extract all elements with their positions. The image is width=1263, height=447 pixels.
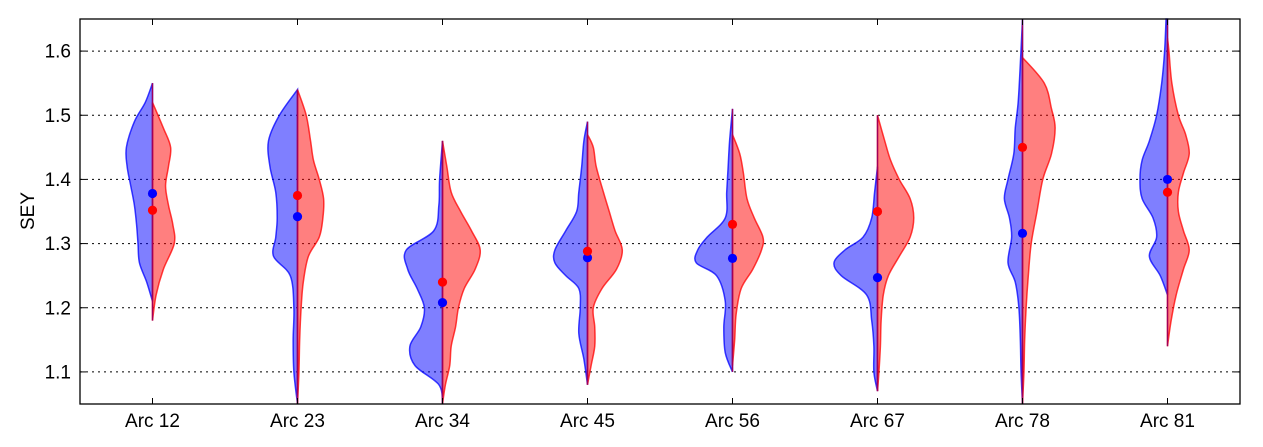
x-tick-label: Arc 67 <box>850 411 905 432</box>
median-point-left <box>872 272 883 283</box>
x-tick-label: Arc 81 <box>1140 411 1195 432</box>
violin-half-right <box>296 89 325 405</box>
median-point-right <box>872 206 883 217</box>
median-point-right <box>1017 142 1028 152</box>
median-point-right <box>582 246 593 256</box>
median-point-left <box>1017 228 1028 238</box>
median-point-right <box>727 219 738 229</box>
x-tick-label: Arc 34 <box>415 411 470 432</box>
y-tick-label: 1.2 <box>45 298 71 319</box>
violin-half-right <box>876 115 915 392</box>
median-point-left <box>292 212 303 222</box>
violin-half-right <box>586 134 624 385</box>
violin-half-right <box>1021 55 1056 405</box>
grid-lines <box>80 50 1240 373</box>
median-markers <box>147 142 1173 308</box>
median-point-left <box>1162 174 1173 185</box>
y-tick-label: 1.3 <box>45 234 71 255</box>
violin-half-left <box>267 87 299 405</box>
median-point-left <box>582 253 593 263</box>
y-axis-label: SEY <box>18 192 39 230</box>
x-tick-label: Arc 56 <box>705 411 760 432</box>
median-point-left <box>437 298 448 308</box>
x-tick-label: Arc 78 <box>995 411 1050 432</box>
y-tick-label: 1.6 <box>45 42 71 63</box>
violins <box>125 18 1191 405</box>
x-tick-label: Arc 23 <box>270 411 325 432</box>
plot-frame <box>79 18 1241 405</box>
median-point-left <box>147 188 158 199</box>
x-tick-label: Arc 45 <box>560 411 615 432</box>
violin-half-left <box>125 82 154 302</box>
median-point-right <box>1162 187 1173 197</box>
violin-half-right <box>1166 38 1191 347</box>
x-tick-label: Arc 12 <box>125 411 180 432</box>
median-point-right <box>292 190 303 201</box>
violin-half-right <box>441 140 482 405</box>
violin-half-left <box>403 140 444 405</box>
violin-half-left <box>552 121 589 385</box>
violin-half-left <box>1139 18 1169 296</box>
violin-half-right <box>151 102 176 321</box>
violin-half-left <box>833 166 879 392</box>
median-point-right <box>147 205 158 215</box>
y-tick-label: 1.1 <box>45 362 71 383</box>
median-point-right <box>437 277 448 287</box>
axis-ticks: 1.1 1.2 1.3 1.4 1.5 1.6 Arc 12 Arc 23 Arc 34 Arc … <box>45 19 1240 432</box>
violin-half-left <box>1003 18 1024 405</box>
median-point-left <box>727 253 738 263</box>
y-tick-label: 1.5 <box>45 106 71 127</box>
violin-half-right <box>731 134 765 366</box>
violin-half-left <box>694 108 734 373</box>
y-tick-label: 1.4 <box>45 170 72 191</box>
